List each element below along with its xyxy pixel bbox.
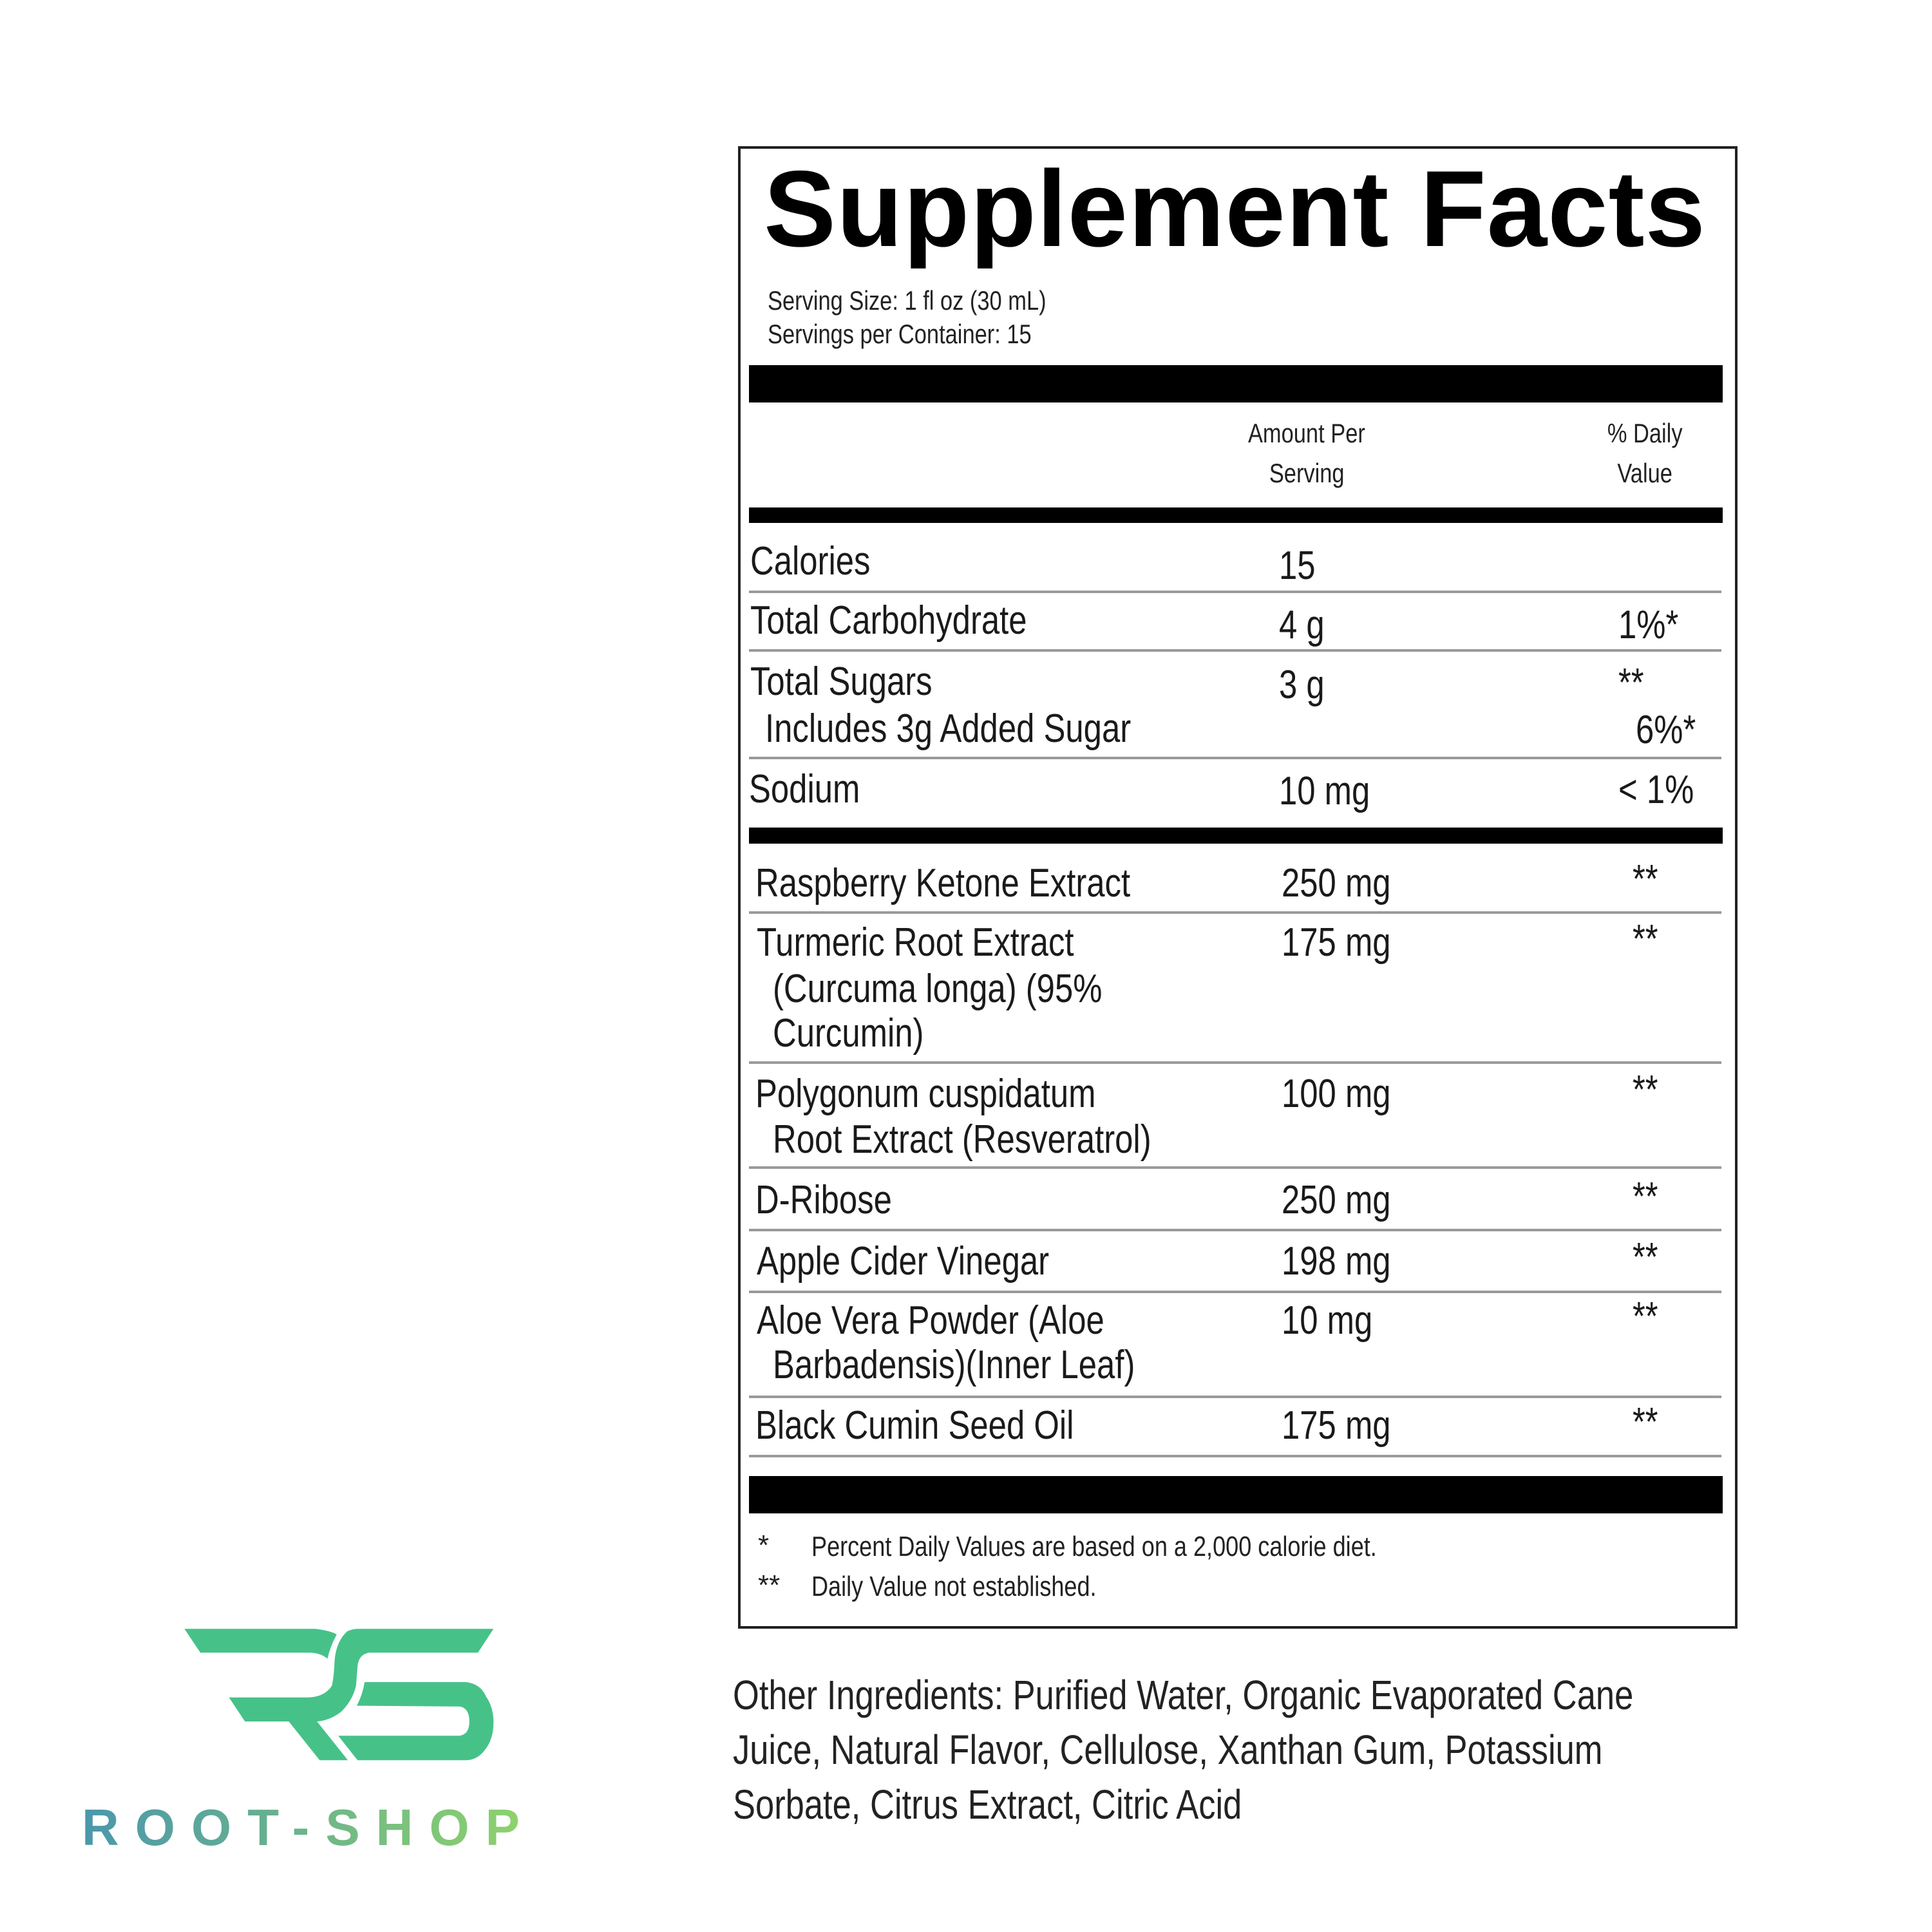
logo-rs-stem: [229, 1629, 494, 1761]
logo-r-top-bar: [184, 1629, 337, 1659]
ingredient-name: Polygonum cuspidatum: [755, 1072, 1096, 1116]
divider-thick: [749, 365, 1723, 402]
nutrient-dv: 1%*: [1618, 603, 1679, 647]
ingredient-amount: 198 mg: [1282, 1239, 1391, 1283]
servings-per-container: Servings per Container: 15: [768, 319, 1032, 349]
divider-thick: [749, 1476, 1723, 1513]
row-divider: [749, 757, 1721, 759]
row-divider: [749, 649, 1721, 652]
ingredient-name: Apple Cider Vinegar: [757, 1239, 1050, 1283]
ingredient-amount: 250 mg: [1282, 1178, 1391, 1222]
row-divider: [749, 591, 1721, 593]
ingredient-amount: 10 mg: [1282, 1298, 1373, 1343]
ingredient-dv: **: [1633, 1175, 1658, 1219]
column-header-dv-line2: Value: [1617, 458, 1672, 488]
column-header-amount-line2: Serving: [1269, 458, 1345, 488]
nutrient-dv: **: [1618, 661, 1644, 705]
ingredient-dv: **: [1633, 1235, 1658, 1280]
nutrient-name: Calories: [750, 539, 871, 583]
footnote-mark: **: [758, 1569, 781, 1601]
nutrient-sub-dv: 6%*: [1636, 708, 1696, 752]
ingredient-amount: 175 mg: [1282, 920, 1391, 965]
footnote-mark: *: [758, 1530, 770, 1561]
row-divider: [749, 1396, 1721, 1398]
ingredient-name-line: Curcumin): [773, 1011, 924, 1056]
ingredient-name: Turmeric Root Extract: [757, 920, 1074, 965]
row-divider: [749, 1061, 1721, 1064]
ingredient-name-line: (Curcuma longa) (95%: [773, 967, 1103, 1011]
ingredient-amount: 250 mg: [1282, 861, 1391, 905]
column-header-dv: % Daily: [1607, 418, 1683, 448]
row-divider: [749, 1455, 1721, 1457]
rs-monogram-logo: [184, 1629, 494, 1761]
nutrient-amount: 15: [1279, 544, 1316, 588]
brand-name: ROOT-SHOP: [82, 1799, 536, 1856]
ingredient-name: Raspberry Ketone Extract: [755, 861, 1131, 905]
nutrient-dv: < 1%: [1618, 768, 1694, 812]
ingredient-dv: **: [1633, 1068, 1658, 1112]
ingredient-amount: 100 mg: [1282, 1072, 1391, 1116]
footnote-text: Daily Value not established.: [811, 1571, 1097, 1602]
ingredient-name: D-Ribose: [755, 1178, 892, 1222]
serving-size: Serving Size: 1 fl oz (30 mL): [768, 285, 1046, 316]
row-divider: [749, 911, 1721, 914]
other-ingredients-line: Juice, Natural Flavor, Cellulose, Xantha…: [733, 1727, 1603, 1773]
footnote-text: Percent Daily Values are based on a 2,00…: [811, 1531, 1377, 1562]
row-divider: [749, 1291, 1721, 1293]
column-header-amount: Amount Per: [1248, 418, 1365, 448]
ingredient-name-line: Barbadensis)(Inner Leaf): [773, 1343, 1135, 1387]
other-ingredients-line: Sorbate, Citrus Extract, Citric Acid: [733, 1781, 1242, 1828]
ingredient-dv: **: [1633, 917, 1658, 961]
ingredient-dv: **: [1633, 857, 1658, 902]
nutrient-sub-name: Includes 3g Added Sugar: [765, 706, 1132, 751]
panel-title: Supplement Facts: [764, 148, 1706, 269]
nutrient-name: Total Sugars: [750, 659, 933, 704]
supplement-facts-panel: [738, 146, 1738, 1629]
row-divider: [749, 1229, 1721, 1231]
ingredient-amount: 175 mg: [1282, 1403, 1391, 1448]
ingredient-name: Aloe Vera Powder (Aloe: [757, 1298, 1104, 1343]
divider-medium: [749, 507, 1723, 523]
nutrient-amount: 10 mg: [1279, 769, 1370, 813]
ingredient-dv: **: [1633, 1400, 1658, 1444]
divider-medium: [749, 828, 1723, 844]
ingredient-dv: **: [1633, 1294, 1658, 1339]
ingredient-name: Black Cumin Seed Oil: [755, 1403, 1074, 1448]
nutrient-name: Total Carbohydrate: [750, 598, 1027, 643]
nutrient-amount: 3 g: [1279, 663, 1325, 707]
other-ingredients-line: Other Ingredients: Purified Water, Organ…: [733, 1672, 1634, 1718]
nutrient-amount: 4 g: [1279, 603, 1325, 647]
ingredient-name-line: Root Extract (Resveratrol): [773, 1117, 1151, 1162]
logo-s-lower: [338, 1681, 494, 1761]
row-divider: [749, 1166, 1721, 1169]
nutrient-name: Sodium: [749, 767, 860, 811]
